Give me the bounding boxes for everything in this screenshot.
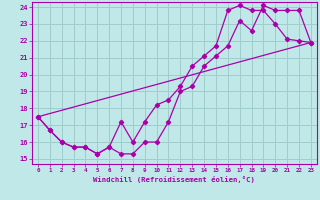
X-axis label: Windchill (Refroidissement éolien,°C): Windchill (Refroidissement éolien,°C) <box>93 176 255 183</box>
